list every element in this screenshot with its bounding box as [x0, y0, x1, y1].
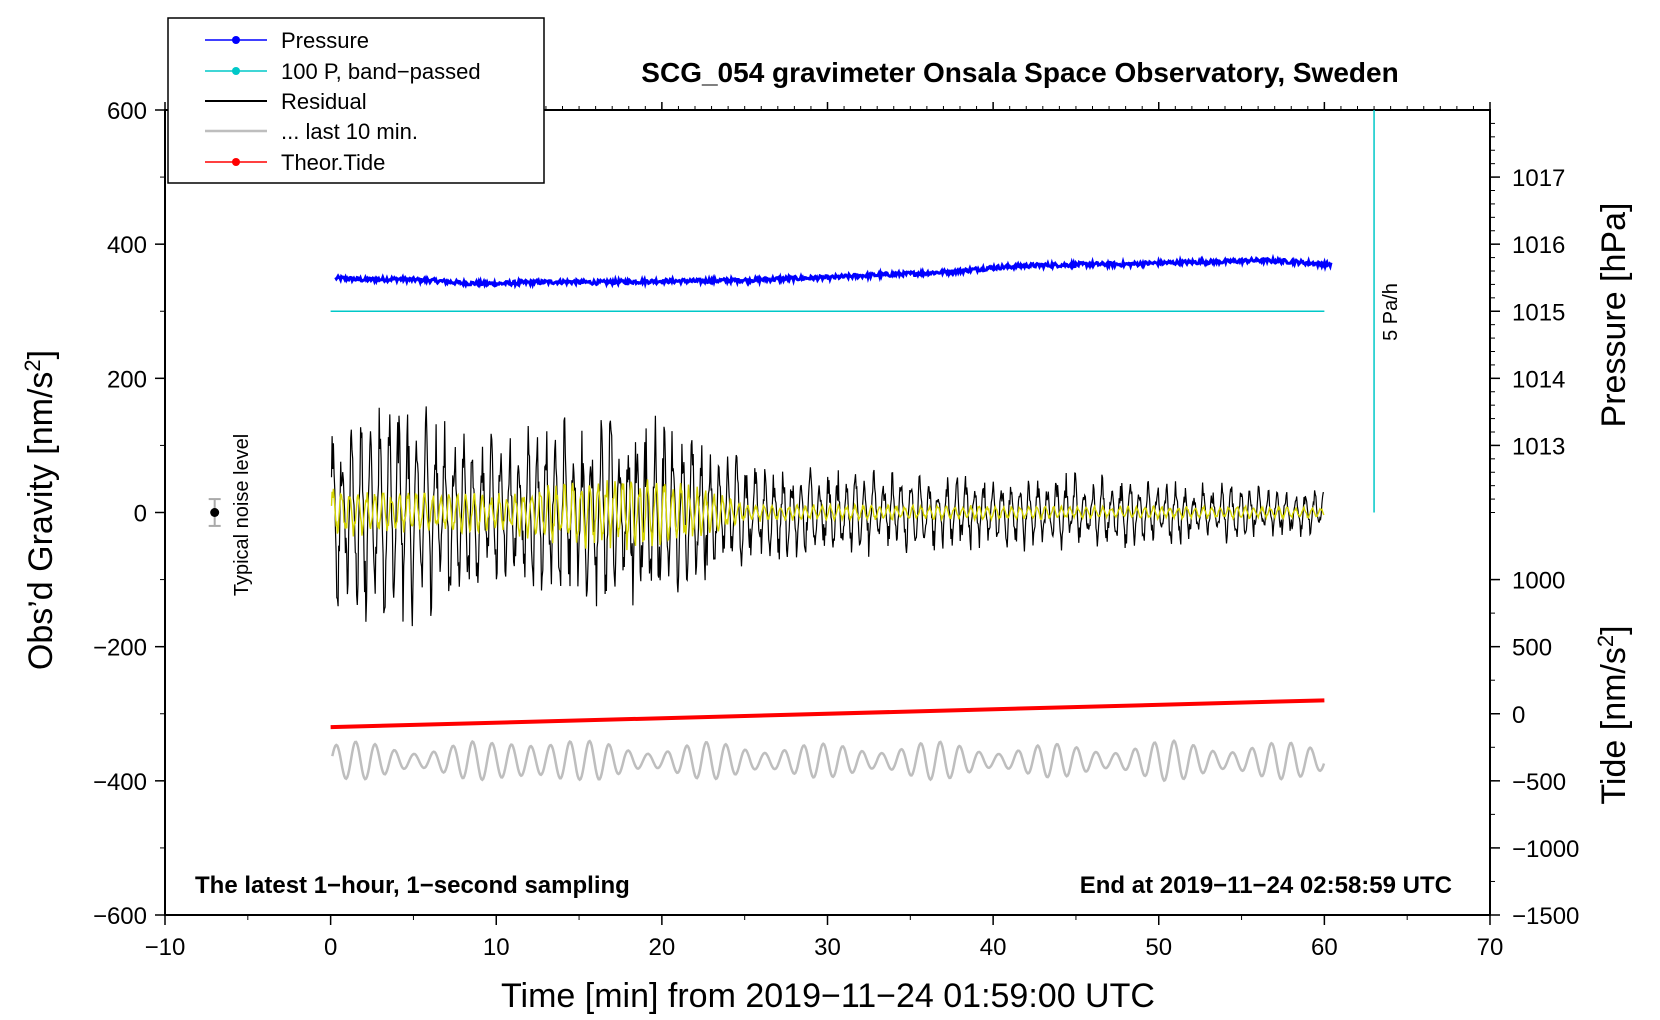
legend-label-last-10-min: ... last 10 min.: [281, 119, 418, 144]
tide-tick-label: 500: [1512, 635, 1552, 662]
legend-items: Pressure 100 P, band−passed Residual ...…: [205, 28, 481, 175]
pressure-tick-label: 1013: [1512, 433, 1565, 460]
caption-end-time: End at 2019−11−24 02:58:59 UTC: [1080, 872, 1452, 899]
pressure-tick-label: 1014: [1512, 366, 1565, 393]
legend-swatch-dot-pressure: [232, 36, 240, 44]
y-axis-title-tide-end: ]: [1595, 625, 1633, 634]
y-axis-title-tide-sup: 2: [1593, 635, 1618, 647]
y-axis-title-tide-main: Tide [nm/s: [1595, 647, 1633, 804]
x-tick-label: 40: [980, 934, 1007, 961]
y-axis-title-gravity-end: ]: [22, 350, 60, 359]
x-tick-label: 20: [649, 934, 676, 961]
y-axis-title-pressure: Pressure [hPa]: [1595, 203, 1633, 428]
pressure-tick-label: 1017: [1512, 165, 1565, 192]
legend-swatch-dot-band-passed: [232, 67, 240, 75]
series-theoretical-tide: [330, 698, 1325, 730]
pressure-tick-label: 1015: [1512, 299, 1565, 326]
y-tick-label: −600: [93, 903, 147, 930]
y-tick-label: 600: [107, 98, 147, 125]
x-tick-label: 50: [1145, 934, 1172, 961]
x-tick-label: −10: [145, 934, 186, 961]
tide-tick-label: −1000: [1512, 836, 1579, 863]
y-tick-label: 0: [134, 501, 147, 528]
y-tick-label: −200: [93, 635, 147, 662]
x-tick-label: 10: [483, 934, 510, 961]
chart-title: SCG_054 gravimeter Onsala Space Observat…: [641, 57, 1398, 88]
x-tick-label: 60: [1311, 934, 1338, 961]
y-axis-title-gravity-main: Obs’d Gravity [nm/s: [22, 372, 60, 671]
legend-item-residual: Residual: [205, 89, 367, 114]
series-last-10-min: [331, 739, 1326, 783]
y-axis-title-tide: Tide [nm/s2]: [1593, 625, 1633, 804]
y-axis-title-gravity: Obs’d Gravity [nm/s2]: [20, 350, 60, 670]
y-tick-label: 200: [107, 366, 147, 393]
tick-layer: −10 0 10 20 30 40 50 60 70 −600 −400 −200 0 200 400 600…: [93, 98, 1579, 961]
legend-label-residual: Residual: [281, 89, 367, 114]
legend-label-pressure: Pressure: [281, 28, 369, 53]
tide-tick-label: −500: [1512, 769, 1566, 796]
tide-tick-label: 1000: [1512, 568, 1565, 595]
legend-label-band-passed: 100 P, band−passed: [281, 59, 481, 84]
caption-sampling: The latest 1−hour, 1−second sampling: [195, 872, 630, 899]
legend-label-theor-tide: Theor.Tide: [281, 150, 385, 175]
x-axis-title: Time [min] from 2019−11−24 01:59:00 UTC: [501, 977, 1155, 1015]
annotation-layer: [208, 110, 1375, 527]
x-tick-label: 70: [1477, 934, 1504, 961]
tide-tick-label: 0: [1512, 702, 1525, 729]
tide-tick-label: −1500: [1512, 903, 1579, 930]
legend-swatch-dot-theor-tide: [232, 158, 240, 166]
legend-item-pressure: Pressure: [205, 28, 369, 53]
noise-level-label: Typical noise level: [231, 434, 253, 596]
pressure-rate-label: 5 Pa/h: [1380, 283, 1402, 341]
series-band-passed-residual: [330, 479, 1325, 551]
series-pressure: [334, 253, 1333, 290]
legend-item-last-10-min: ... last 10 min.: [205, 119, 418, 144]
y-tick-label: 400: [107, 232, 147, 259]
series-layer: [330, 253, 1333, 783]
pressure-tick-label: 1016: [1512, 232, 1565, 259]
noise-marker-dot: [210, 508, 220, 517]
y-tick-label: −400: [93, 769, 147, 796]
series-residual: [330, 406, 1324, 627]
y-axis-title-gravity-sup: 2: [20, 359, 45, 371]
x-tick-label: 30: [814, 934, 841, 961]
legend: Pressure 100 P, band−passed Residual ...…: [167, 17, 545, 184]
legend-item-theor-tide: Theor.Tide: [205, 150, 385, 175]
legend-item-band-passed: 100 P, band−passed: [205, 59, 481, 84]
x-tick-label: 0: [324, 934, 337, 961]
